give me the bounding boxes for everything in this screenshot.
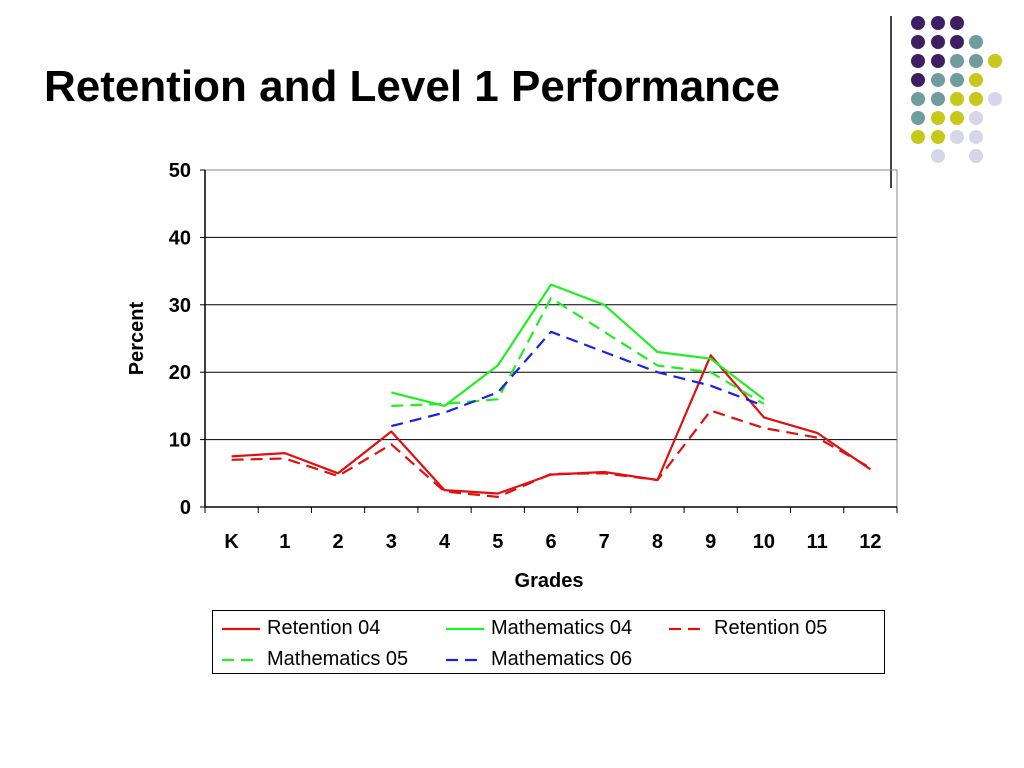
y-tick-label: 50 — [169, 160, 191, 182]
x-tick-label: 8 — [652, 531, 663, 553]
legend-item: Mathematics 06 — [445, 648, 632, 671]
y-tick-label: 30 — [169, 295, 191, 317]
legend-item: Retention 05 — [668, 617, 827, 640]
x-tick-label: 3 — [386, 531, 397, 553]
series-line-mathematics-04 — [391, 283, 765, 407]
x-tick-label: 5 — [492, 531, 503, 553]
y-tick-label: 20 — [169, 362, 191, 384]
legend-swatch — [445, 658, 485, 662]
legend-label: Retention 04 — [267, 617, 381, 639]
title-divider-line — [890, 16, 892, 188]
legend-label: Mathematics 04 — [491, 617, 633, 639]
slide-title: Retention and Level 1 Performance — [44, 62, 780, 111]
series-line-mathematics-06 — [391, 330, 765, 428]
y-tick-label: 0 — [180, 497, 191, 519]
legend-swatch — [221, 658, 261, 662]
series-lines — [231, 283, 872, 498]
legend-swatch — [668, 627, 708, 631]
y-axis-title: Percent — [126, 301, 148, 375]
x-tick-label: 9 — [705, 531, 716, 553]
series-line-mathematics-05 — [391, 297, 765, 407]
x-tick-label: 7 — [599, 531, 610, 553]
plot-area-border — [204, 169, 898, 508]
x-tick-label: 12 — [859, 531, 881, 553]
x-tick-label: 10 — [753, 531, 775, 553]
axes — [200, 169, 898, 513]
x-tick-label: 11 — [807, 531, 828, 553]
x-tick-label: 2 — [333, 531, 344, 553]
gridlines — [205, 169, 897, 441]
series-line-retention-05 — [231, 409, 871, 498]
legend-item: Retention 04 — [221, 617, 380, 640]
y-tick-label: 10 — [169, 430, 191, 452]
legend-label: Mathematics 05 — [267, 648, 409, 670]
legend-item: Mathematics 04 — [445, 617, 632, 640]
legend-swatch — [445, 627, 485, 631]
x-axis-title: Grades — [515, 570, 584, 592]
legend-label: Mathematics 06 — [491, 648, 633, 670]
legend-label: Retention 05 — [714, 617, 828, 639]
x-tick-label: 6 — [545, 531, 556, 553]
x-tick-label: K — [224, 531, 239, 553]
x-tick-label: 4 — [439, 531, 451, 553]
legend-swatch — [221, 627, 261, 631]
x-tick-label: 1 — [279, 531, 290, 553]
chart-legend: Retention 04 Mathematics 04 Retention 05 Ma… — [212, 610, 885, 674]
legend-item: Mathematics 05 — [221, 648, 408, 671]
y-tick-label: 40 — [169, 227, 191, 249]
